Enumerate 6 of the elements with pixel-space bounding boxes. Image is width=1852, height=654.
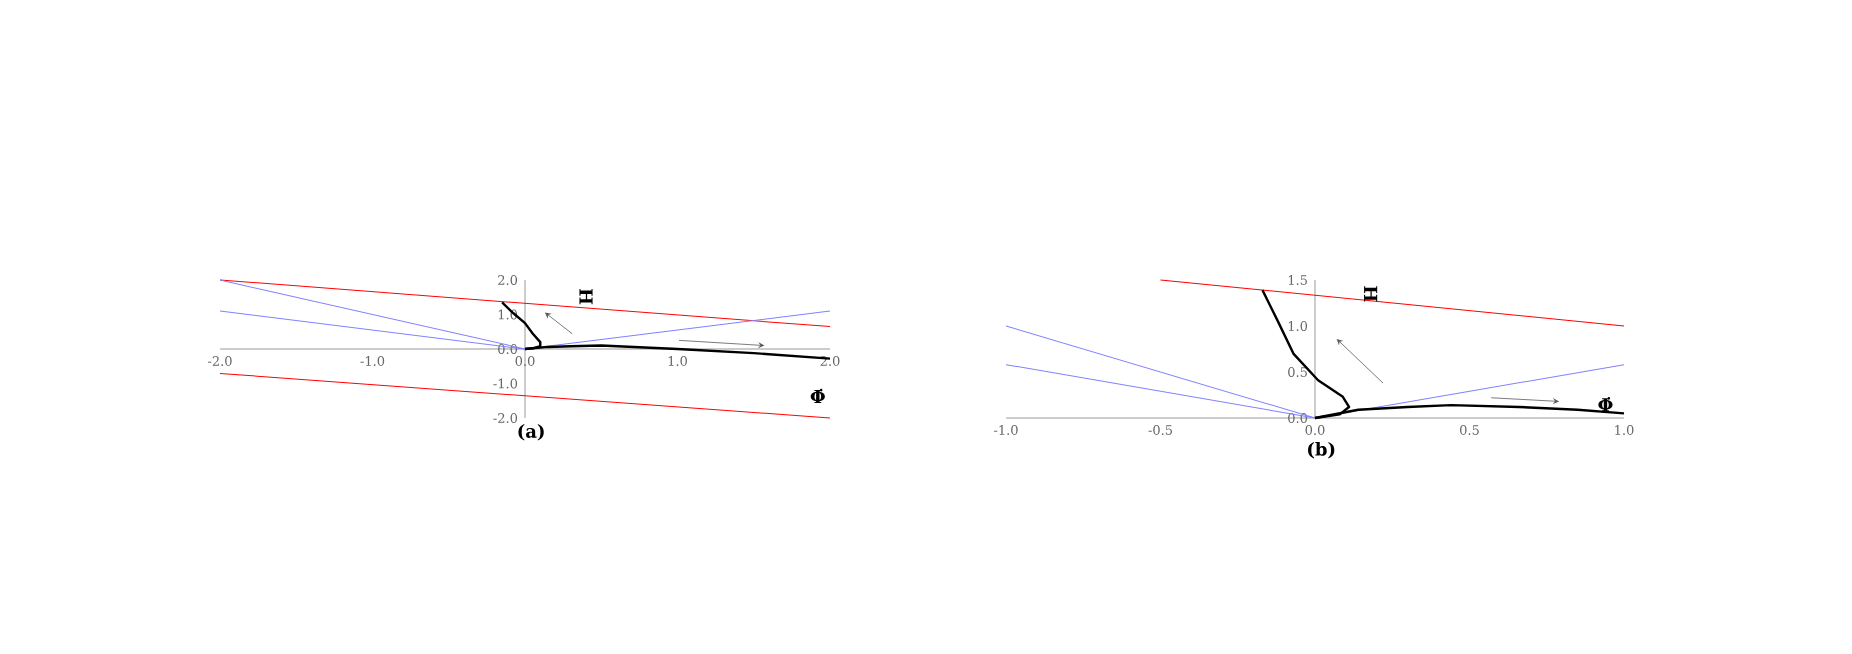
y-axis-title: H <box>579 288 593 305</box>
y-axis-title: H <box>1364 286 1378 302</box>
x-axis-title: Φ̇ <box>810 388 825 404</box>
x-axis-title: Φ̇ <box>1598 397 1613 412</box>
text: (b) <box>1308 441 1335 459</box>
text: (a) <box>518 423 544 441</box>
